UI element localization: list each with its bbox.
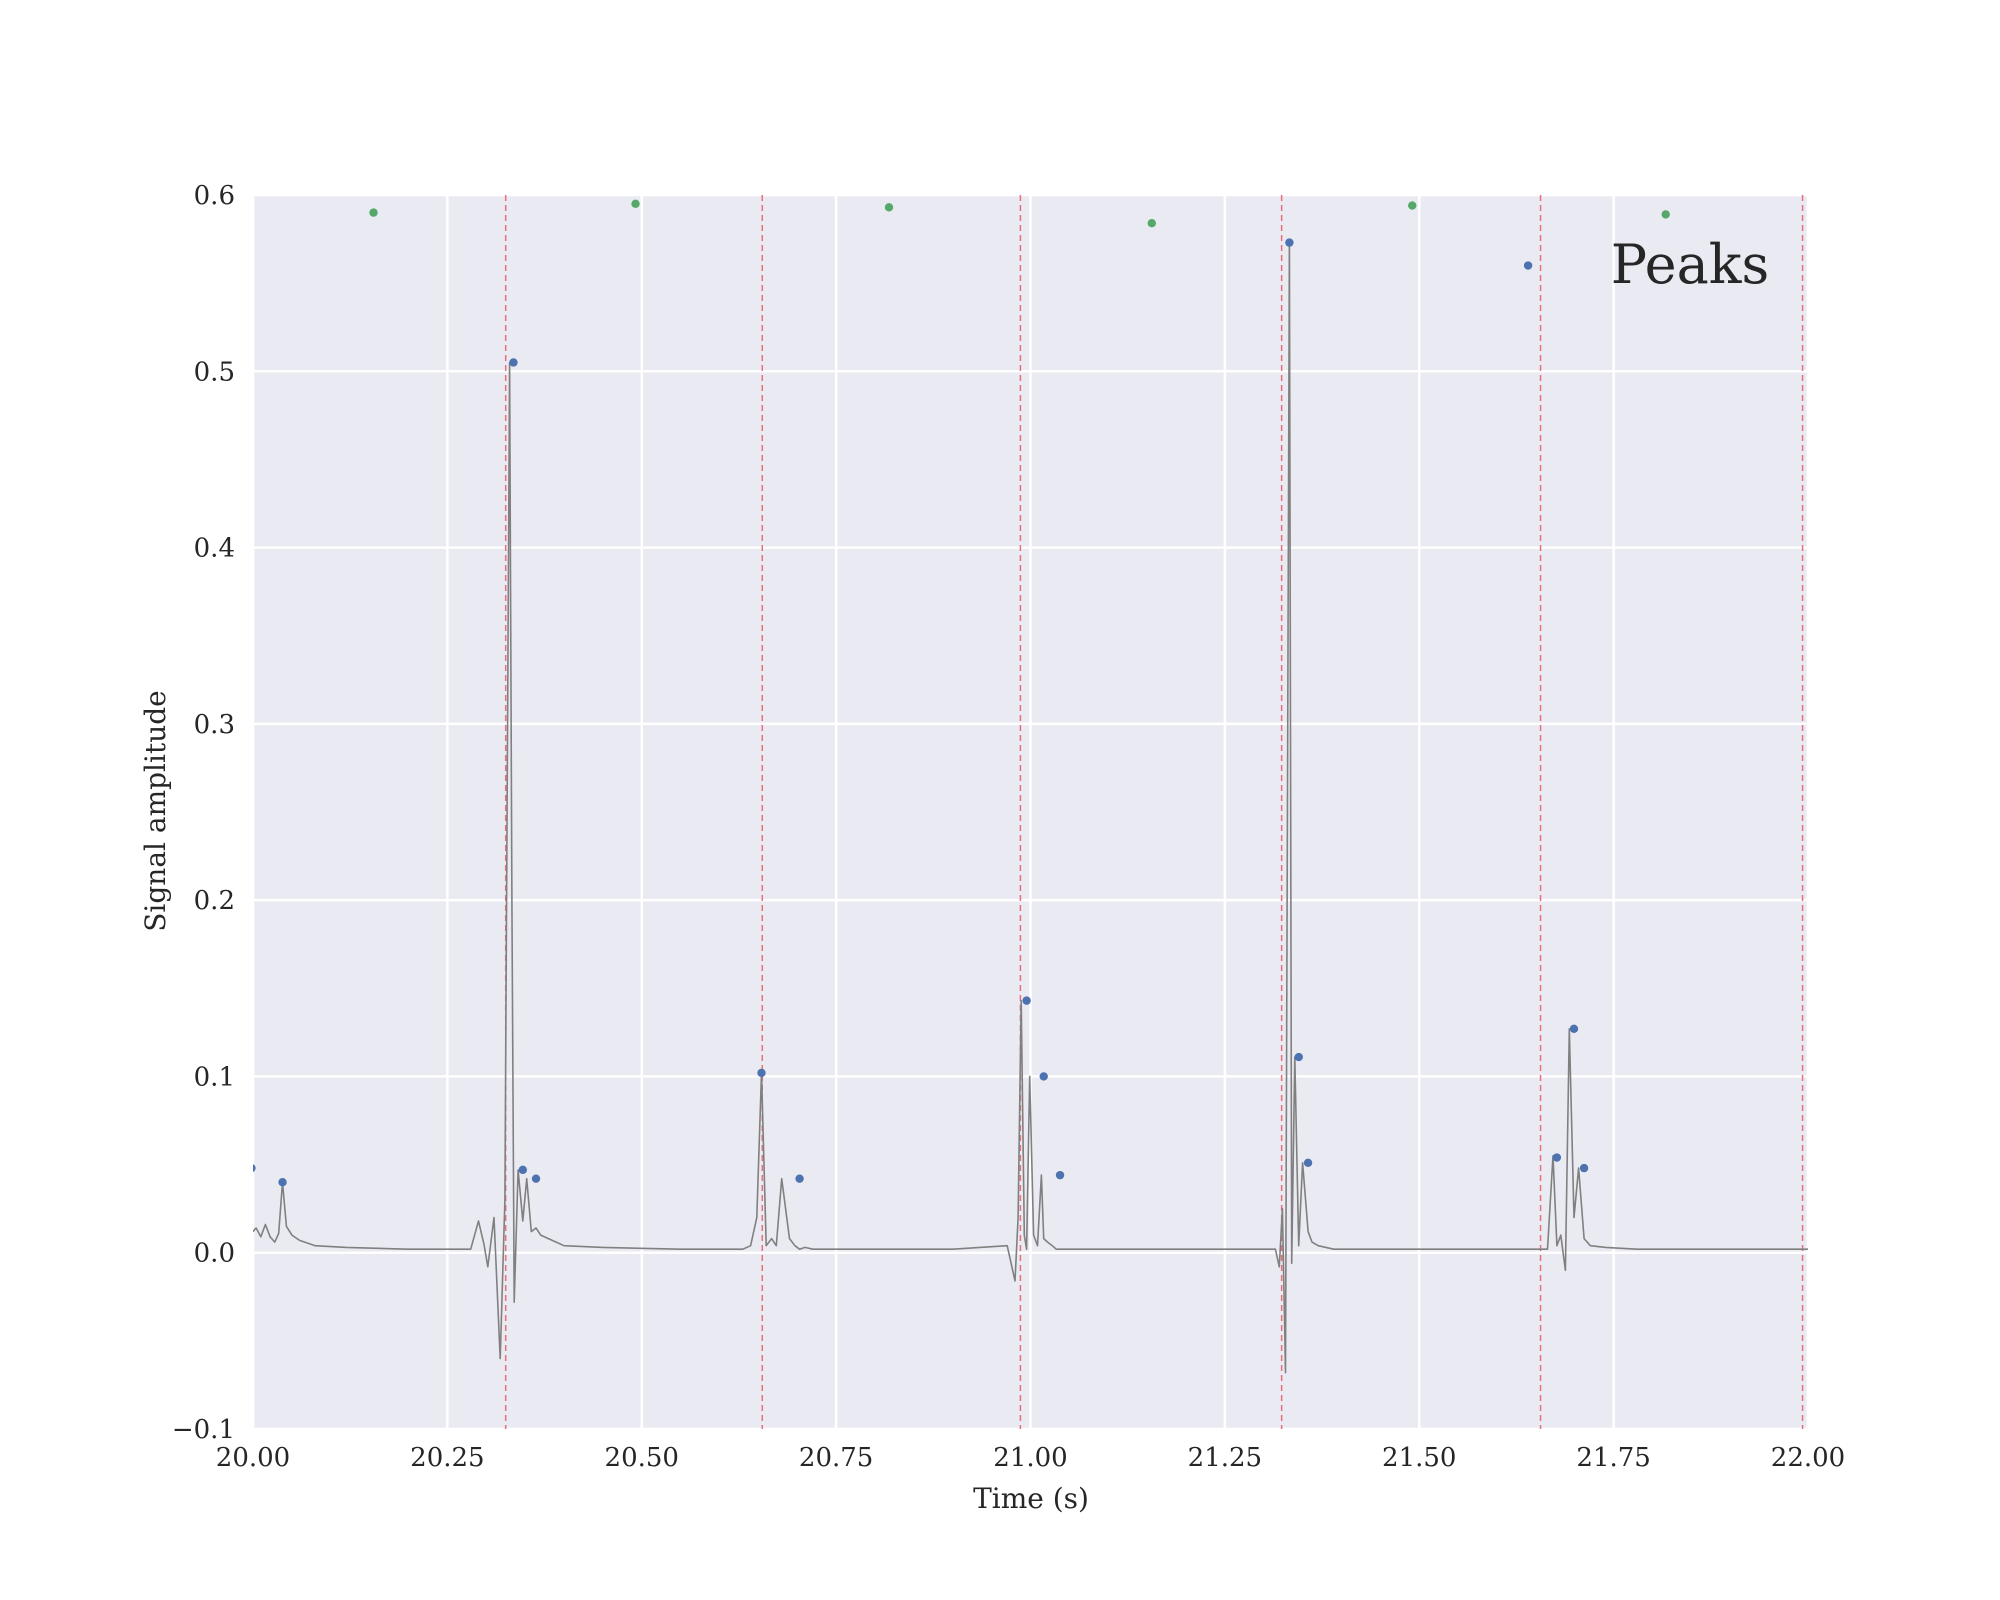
x-tick-label: 20.25 (410, 1443, 484, 1473)
y-tick-label: −0.1 (172, 1415, 235, 1445)
upper-marker (1408, 201, 1417, 210)
peak-marker (531, 1174, 541, 1183)
peak-marker (253, 1164, 256, 1172)
upper-marker (1661, 210, 1670, 219)
peak-marker (1552, 1153, 1562, 1162)
x-tick-label: 21.00 (993, 1443, 1067, 1473)
x-tick-label: 21.50 (1382, 1443, 1456, 1473)
peak-marker (518, 1165, 527, 1175)
upper-marker (884, 203, 894, 212)
y-tick-label: 0.3 (194, 710, 235, 740)
peak-marker (1579, 1163, 1589, 1173)
x-tick-label: 22.00 (1771, 1443, 1845, 1473)
peak-marker (509, 358, 518, 367)
y-tick-label: 0.2 (194, 886, 235, 916)
x-tick-label: 21.25 (1188, 1443, 1262, 1473)
peak-marker (1022, 996, 1031, 1005)
x-axis-label: Time (s) (973, 1482, 1089, 1515)
y-tick-label: 0.4 (194, 534, 235, 564)
peak-marker (1055, 1170, 1065, 1180)
upper-marker (369, 208, 378, 217)
peak-marker (1294, 1052, 1303, 1062)
peak-marker (795, 1174, 804, 1183)
x-tick-label: 20.75 (799, 1443, 873, 1473)
peak-marker (278, 1178, 287, 1187)
signal-line (253, 241, 1808, 1374)
peak-marker (1039, 1072, 1048, 1081)
y-tick-label: 0.1 (194, 1062, 235, 1092)
peak-marker (1569, 1024, 1579, 1034)
x-tick-label: 21.75 (1576, 1443, 1650, 1473)
axes: 20.00 20.25 20.50 20.75 21.00 21.25 21.50 21.75… (172, 181, 1845, 1473)
peak-marker (1285, 238, 1294, 247)
plot-content (253, 195, 1808, 1429)
peaks-annotation: Peaks (1611, 233, 1770, 296)
y-tick-label: 0.6 (194, 181, 235, 211)
peak-marker (1523, 261, 1533, 270)
y-tick-label: 0.5 (194, 357, 235, 387)
upper-marker (631, 199, 640, 209)
y-tick-label: 0.0 (194, 1239, 235, 1269)
x-tick-label: 20.00 (216, 1443, 290, 1473)
peak-marker (1303, 1158, 1313, 1168)
plot-area (251, 193, 1810, 1431)
y-axis-label: Signal amplitude (139, 690, 172, 932)
x-tick-label: 20.50 (605, 1443, 679, 1473)
peak-marker (757, 1068, 766, 1078)
upper-marker (1147, 219, 1156, 228)
